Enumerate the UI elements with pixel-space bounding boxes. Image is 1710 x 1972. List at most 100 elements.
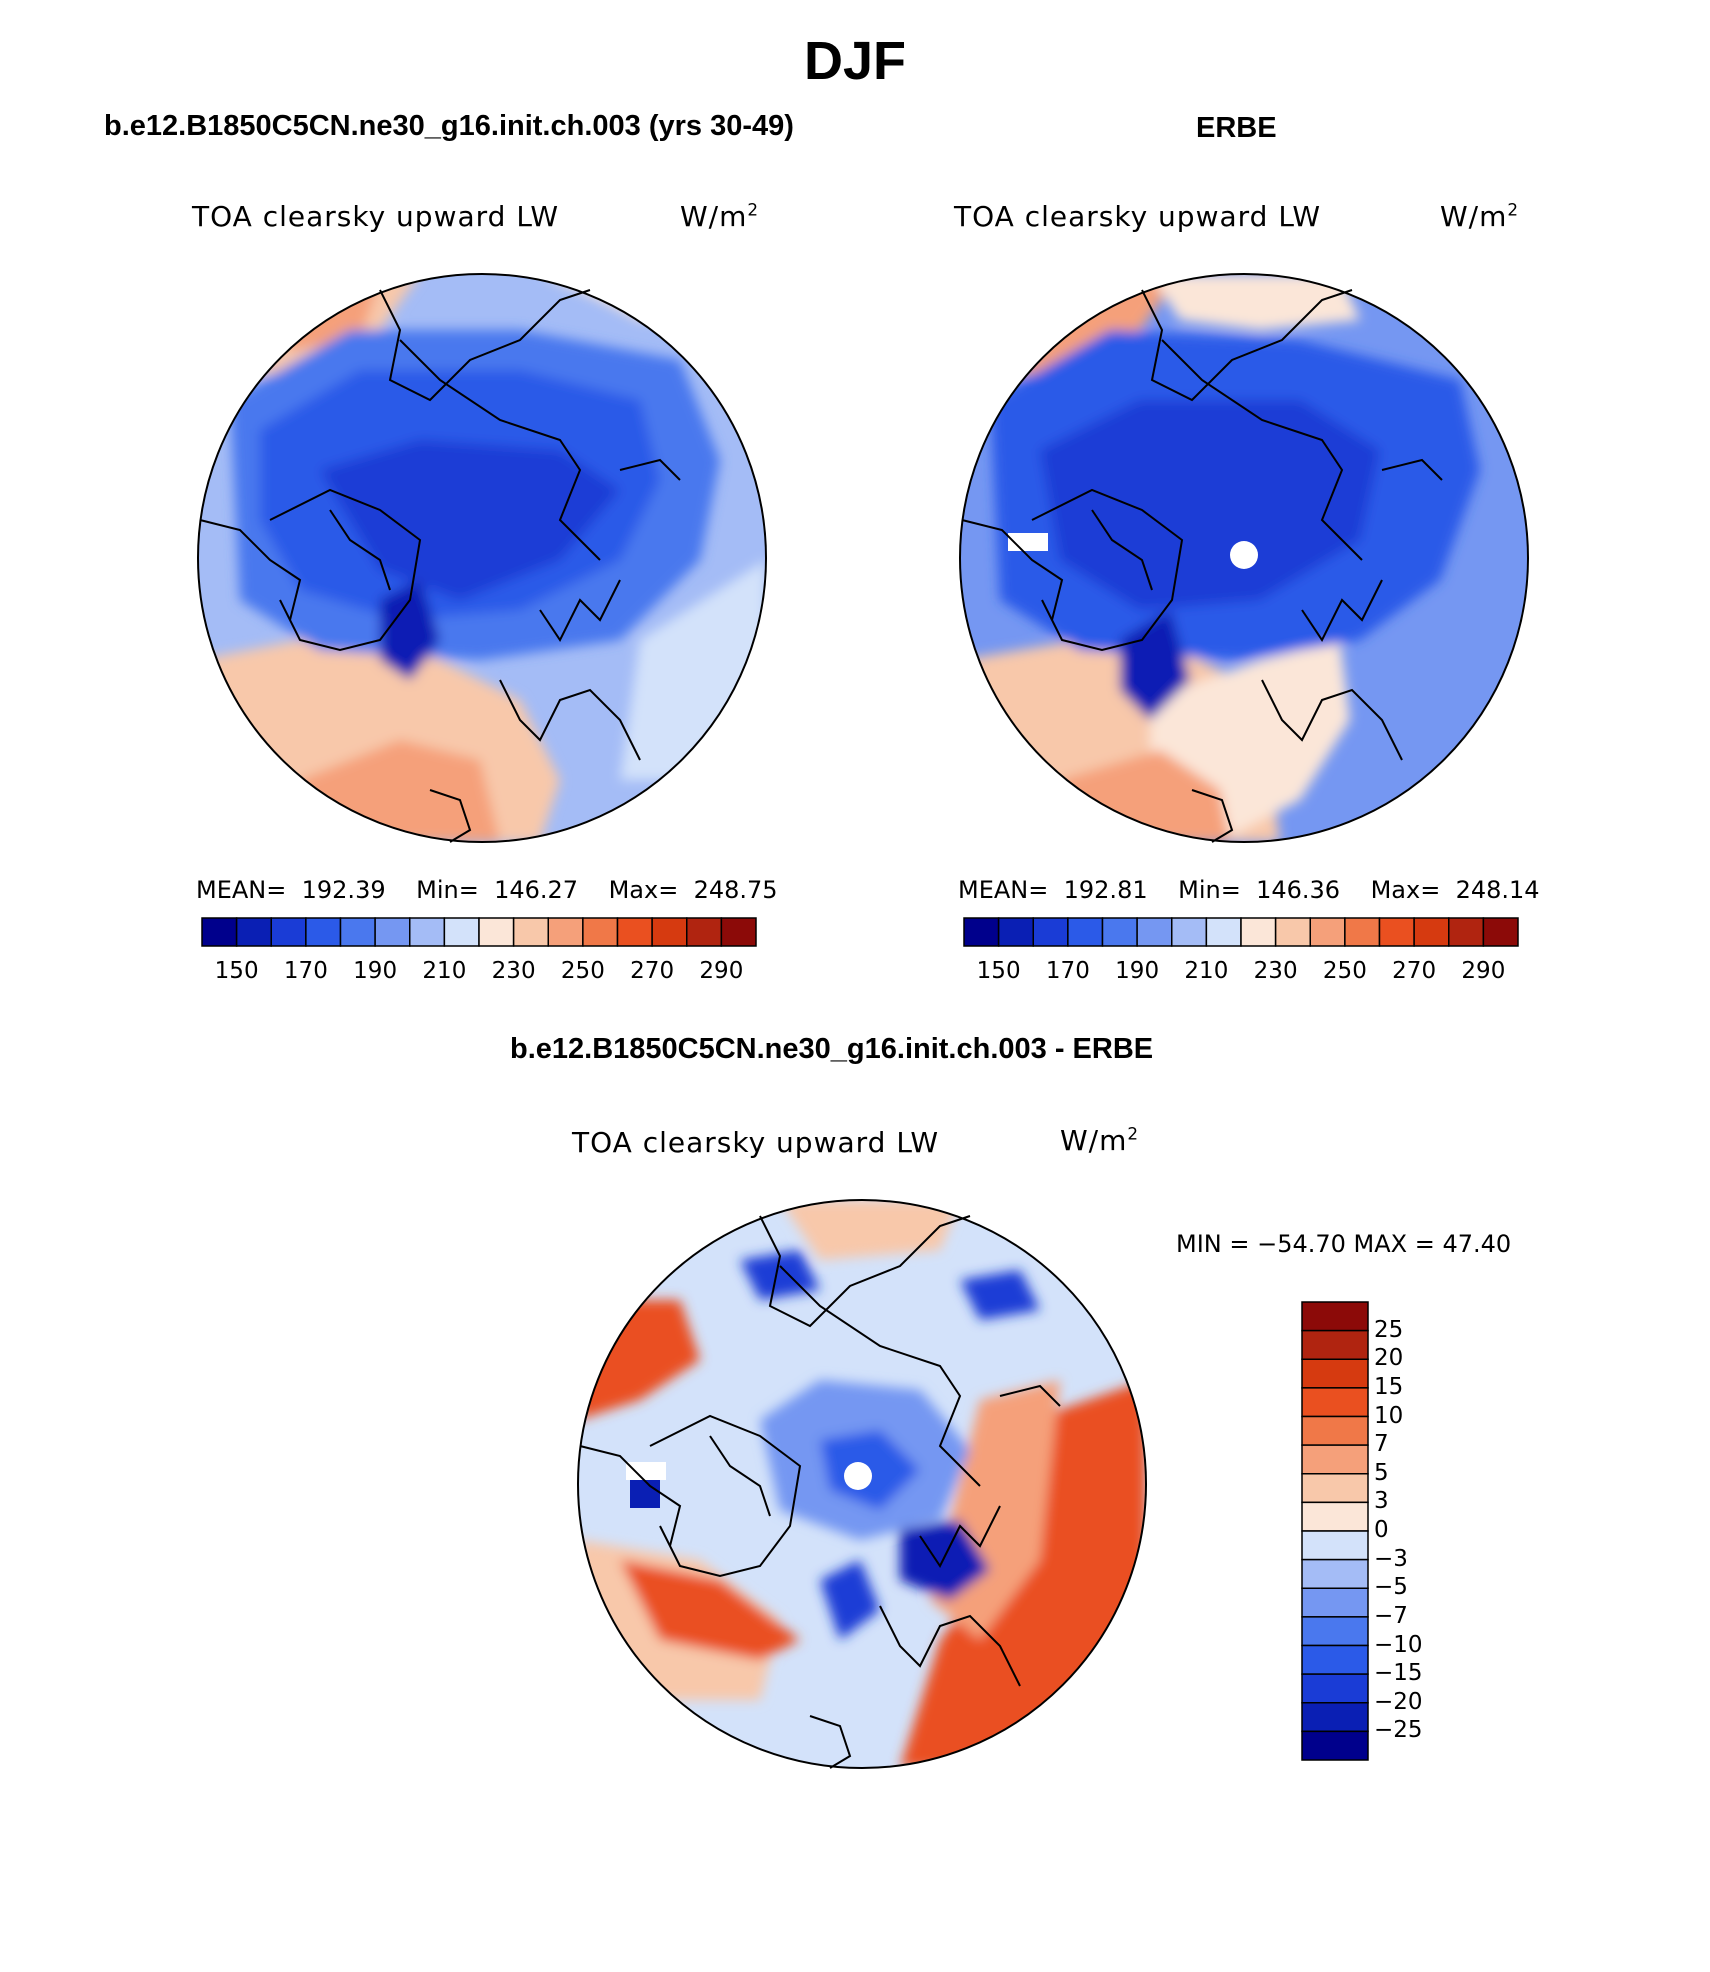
polar-map-model	[197, 273, 767, 843]
colorbar-box	[1413, 917, 1450, 947]
mean-label-model: MEAN=	[196, 876, 287, 904]
colorbar-box	[651, 917, 688, 947]
colorbar-box	[1301, 1616, 1369, 1647]
polar-map-diff	[577, 1199, 1147, 1769]
colorbar-tick-label-diff: 10	[1374, 1402, 1404, 1429]
panel-header-diff: b.e12.B1850C5CN.ne30_g16.init.ch.003 - E…	[510, 1033, 1154, 1065]
colorbar-box	[1301, 1329, 1369, 1360]
map-border-diff	[577, 1199, 1147, 1769]
colorbar-box	[235, 917, 272, 947]
colorbar-tick-label-model: 170	[283, 958, 328, 984]
units-exp-diff: 2	[1127, 1123, 1140, 1144]
units-label-obs: W/m2	[1440, 200, 1519, 233]
coastlines-obs	[961, 289, 1443, 843]
colorbar-tick-label-diff: −25	[1374, 1717, 1423, 1744]
coastlines-model	[199, 289, 681, 843]
stats-diff: MIN = −54.70 MAX = 47.40	[1176, 1230, 1512, 1258]
colorbar-box	[997, 917, 1034, 947]
region-greenland	[1120, 610, 1190, 720]
colorbar-obs	[963, 917, 1519, 947]
region-alaska-neg	[740, 1250, 820, 1300]
colorbar-box	[1301, 1501, 1369, 1532]
units-base-diff: W/m	[1060, 1124, 1128, 1157]
colorbar-box	[1301, 1444, 1369, 1475]
colorbar-tick-label-obs: 170	[1045, 958, 1090, 984]
colorbar-model	[201, 917, 757, 947]
colorbar-box	[1171, 917, 1208, 947]
units-exp-obs: 2	[1507, 199, 1520, 220]
colorbar-box	[1309, 917, 1346, 947]
colorbar-box	[1448, 917, 1485, 947]
region-ne-neg	[960, 1270, 1040, 1320]
map-border-model	[197, 273, 767, 843]
colorbar-box	[1101, 917, 1138, 947]
colorbar-tick-label-diff: 15	[1374, 1373, 1404, 1400]
colorbar-tick-label-obs: 290	[1461, 958, 1506, 984]
max-value-obs: 248.14	[1455, 876, 1540, 904]
variable-label-diff: TOA clearsky upward LW	[572, 1126, 940, 1159]
region-atlantic-warm	[620, 1560, 800, 1660]
colorbar-tick-label-diff: 0	[1374, 1517, 1389, 1543]
colorbar-box	[1344, 917, 1381, 947]
colorbar-tick-label-model: 290	[699, 958, 744, 984]
panel-header-model: b.e12.B1850C5CN.ne30_g16.init.ch.003 (yr…	[104, 110, 794, 142]
figure-title: DJF	[803, 31, 906, 91]
panel-header-obs: ERBE	[1196, 112, 1277, 144]
region-greenland-neg	[820, 1560, 880, 1640]
max-value-model: 248.75	[693, 876, 778, 904]
units-base-obs: W/m	[1440, 200, 1508, 233]
region-core	[1040, 400, 1380, 610]
max-label-obs: Max=	[1370, 876, 1441, 904]
colorbar-box	[512, 917, 549, 947]
colorbar-box	[1301, 1530, 1369, 1561]
stats-obs: MEAN= 192.81 Min= 146.36 Max= 248.14	[958, 876, 1540, 904]
colorbar-box	[305, 917, 342, 947]
map-border-obs	[959, 273, 1529, 843]
colorbar-tick-label-diff: −7	[1374, 1602, 1408, 1629]
colorbar-box	[1301, 1644, 1369, 1675]
colorbar-tick-label-diff: 7	[1374, 1431, 1389, 1458]
colorbar-tick-label-model: 270	[630, 958, 675, 984]
map-fill-obs	[960, 274, 1528, 842]
colorbar-box	[1067, 917, 1104, 947]
colorbar-box	[1240, 917, 1277, 947]
colorbar-box	[1378, 917, 1415, 947]
colorbar-box	[1301, 1415, 1369, 1446]
colorbar-tick-label-diff: 25	[1374, 1316, 1404, 1343]
colorbar-tick-label-diff: 5	[1374, 1459, 1389, 1486]
colorbar-box	[1301, 1730, 1369, 1761]
colorbar-box	[720, 917, 757, 947]
colorbar-tick-label-model: 210	[422, 958, 467, 984]
pole-hole	[844, 1462, 872, 1490]
coastlines-diff	[579, 1215, 1061, 1769]
colorbar-diff	[1301, 1301, 1369, 1761]
stats-model: MEAN= 192.39 Min= 146.27 Max= 248.75	[196, 876, 778, 904]
region-deep	[320, 440, 620, 600]
mean-value-model: 192.39	[301, 876, 386, 904]
colorbar-tick-label-obs: 230	[1253, 958, 1298, 984]
colorbar-box	[1032, 917, 1069, 947]
variable-label-obs: TOA clearsky upward LW	[954, 200, 1322, 233]
colorbar-box	[443, 917, 480, 947]
colorbar-box	[582, 917, 619, 947]
colorbar-box	[616, 917, 653, 947]
units-exp-model: 2	[747, 199, 760, 220]
colorbar-tick-label-model: 230	[491, 958, 536, 984]
colorbar-box	[963, 917, 1000, 947]
colorbar-box	[409, 917, 446, 947]
colorbar-box	[1274, 917, 1311, 947]
colorbar-tick-label-diff: −5	[1374, 1574, 1408, 1601]
colorbar-box	[478, 917, 515, 947]
colorbar-box	[1301, 1587, 1369, 1618]
colorbar-box	[686, 917, 723, 947]
max-label-model: Max=	[608, 876, 679, 904]
variable-label-model: TOA clearsky upward LW	[192, 200, 560, 233]
colorbar-box	[1136, 917, 1173, 947]
colorbar-tick-label-model: 150	[214, 958, 259, 984]
map-fill-model	[198, 274, 766, 842]
colorbar-tick-label-diff: 3	[1374, 1488, 1389, 1515]
min-value-model: 146.27	[494, 876, 579, 904]
colorbar-tick-label-diff: −20	[1374, 1688, 1423, 1715]
colorbar-tick-label-obs: 190	[1115, 958, 1160, 984]
